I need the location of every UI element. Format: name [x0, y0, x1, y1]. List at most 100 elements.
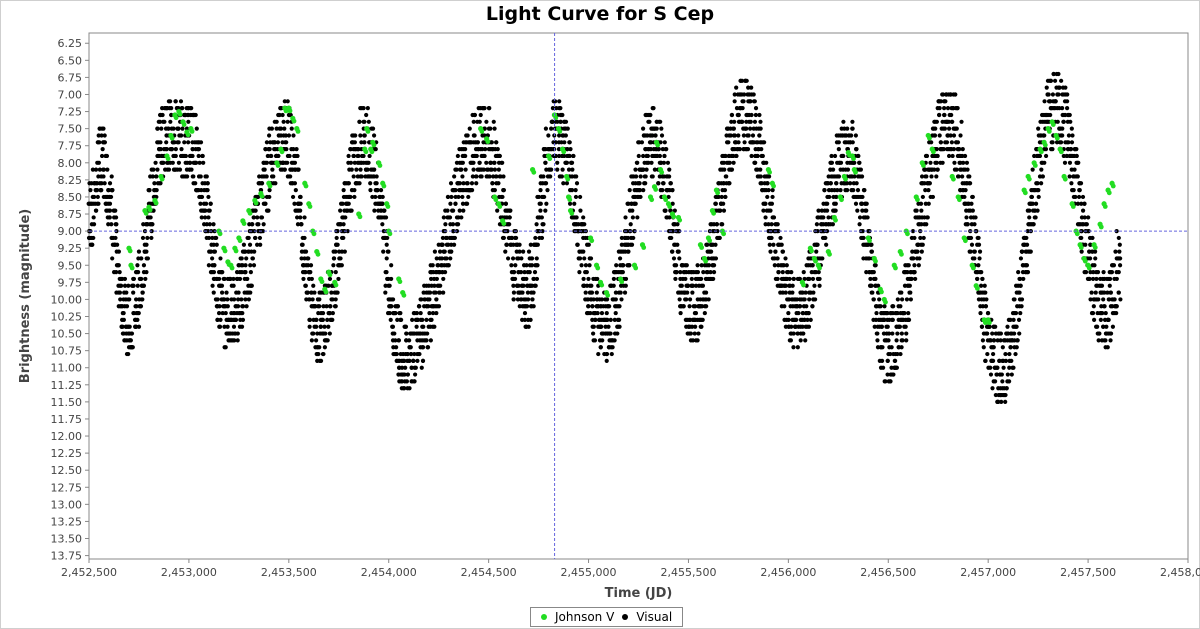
visual-point — [706, 256, 711, 261]
visual-point — [505, 256, 511, 261]
visual-point — [786, 317, 791, 323]
visual-point — [99, 133, 104, 138]
visual-point — [389, 276, 394, 282]
visual-point — [282, 126, 287, 131]
y-tick-label: 12.00 — [51, 430, 83, 443]
visual-point — [482, 153, 487, 159]
visual-point — [532, 269, 538, 275]
visual-point — [434, 256, 439, 261]
visual-point — [509, 235, 515, 241]
visual-point — [297, 194, 303, 200]
visual-point — [302, 235, 307, 241]
visual-point — [661, 181, 666, 186]
visual-point — [935, 167, 940, 172]
visual-point — [449, 194, 454, 200]
visual-point — [598, 324, 603, 329]
visual-point — [500, 194, 505, 200]
visual-point — [808, 317, 813, 323]
legend-item-johnson-v: Johnson V — [541, 610, 614, 624]
visual-point — [521, 249, 526, 254]
visual-point — [830, 222, 835, 227]
visual-point — [129, 345, 135, 350]
visual-point — [752, 160, 757, 165]
visual-point — [511, 283, 516, 288]
visual-point — [345, 229, 350, 234]
visual-point — [270, 167, 275, 172]
visual-point — [469, 181, 475, 186]
johnson-v-point — [501, 221, 507, 226]
visual-point — [1075, 201, 1081, 206]
visual-point — [471, 167, 476, 172]
visual-point — [381, 229, 386, 234]
visual-point — [1053, 99, 1058, 104]
visual-point — [104, 153, 110, 159]
visual-point — [461, 181, 466, 186]
visual-point — [524, 263, 529, 268]
visual-point — [904, 338, 909, 343]
visual-point — [308, 263, 314, 268]
visual-point — [465, 201, 470, 206]
visual-point — [425, 345, 431, 350]
legend-label-visual: Visual — [636, 610, 673, 624]
visual-point — [206, 235, 212, 241]
visual-point — [1077, 188, 1082, 193]
visual-point — [670, 249, 675, 254]
visual-point — [1094, 276, 1099, 282]
visual-point — [574, 174, 579, 179]
visual-point — [322, 345, 328, 350]
visual-point — [412, 379, 417, 384]
visual-point — [346, 201, 351, 206]
visual-point — [524, 276, 529, 282]
visual-point — [967, 174, 972, 179]
visual-point — [460, 160, 465, 165]
visual-point — [729, 112, 735, 118]
johnson-v-point — [1082, 258, 1088, 264]
visual-point — [627, 188, 632, 193]
y-tick-label: 10.00 — [51, 293, 83, 306]
johnson-v-point — [327, 272, 333, 278]
visual-point — [235, 331, 240, 336]
visual-point — [190, 147, 195, 152]
visual-point — [94, 208, 99, 213]
visual-point — [97, 140, 102, 145]
visual-point — [810, 304, 815, 309]
visual-point — [219, 283, 225, 288]
visual-point — [531, 290, 536, 295]
visual-point — [830, 167, 836, 172]
visual-point — [687, 297, 693, 302]
visual-point — [543, 126, 549, 131]
visual-point — [1033, 215, 1038, 220]
johnson-v-point — [1038, 149, 1044, 155]
visual-point — [1083, 242, 1088, 247]
visual-point — [280, 112, 285, 118]
visual-point — [389, 304, 394, 309]
visual-point — [327, 276, 333, 282]
visual-point — [975, 276, 980, 282]
visual-point — [1043, 147, 1049, 152]
visual-point — [920, 194, 925, 200]
visual-point — [432, 324, 437, 329]
visual-point — [529, 256, 535, 261]
visual-point — [783, 283, 788, 288]
visual-point — [320, 310, 326, 316]
visual-point — [97, 167, 102, 172]
visual-point — [575, 242, 580, 247]
visual-point — [522, 269, 527, 275]
visual-point — [1103, 338, 1108, 343]
visual-point — [410, 317, 415, 323]
visual-point — [922, 181, 927, 186]
y-tick-label: 9.50 — [58, 259, 83, 272]
visual-point — [891, 372, 896, 377]
visual-point — [652, 167, 657, 172]
visual-point — [923, 188, 928, 193]
visual-point — [1067, 160, 1073, 165]
visual-point — [1116, 235, 1121, 241]
johnson-v-point — [595, 265, 601, 271]
visual-point — [348, 160, 354, 165]
visual-point — [100, 147, 105, 152]
visual-point — [327, 310, 332, 316]
visual-point — [199, 188, 204, 193]
visual-point — [243, 249, 248, 254]
visual-point — [326, 324, 331, 329]
visual-point — [370, 126, 376, 131]
